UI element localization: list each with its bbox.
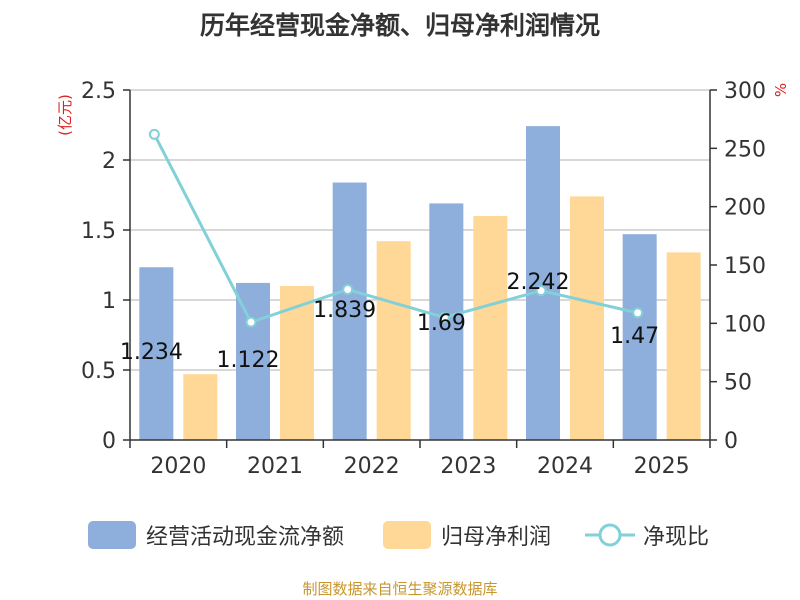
ratio-point-2023[interactable] xyxy=(438,312,450,323)
ratio-line-path xyxy=(152,133,639,325)
ratio-point-2024[interactable] xyxy=(535,285,547,297)
ratio-point-2025[interactable] xyxy=(632,307,644,319)
legend-item-profit[interactable]: 归母净利润 xyxy=(383,518,551,552)
gridlines xyxy=(130,89,710,371)
data-label-2022: 1.839 xyxy=(313,298,376,323)
legend-item-cashflow[interactable]: 经营活动现金流净额 xyxy=(88,518,344,552)
bar-profit-2024[interactable] xyxy=(570,196,604,440)
bar-profit-2025[interactable] xyxy=(666,252,701,440)
y-left-tick-label: 2.5 xyxy=(81,79,116,104)
y-left-tick-label: 1.5 xyxy=(81,219,116,244)
y-right-axis-label: % xyxy=(772,83,790,97)
ratio-point-2022[interactable] xyxy=(342,284,354,295)
y-left-axis-label: (亿元) xyxy=(56,94,74,136)
data-label-2023: 1.69 xyxy=(417,311,466,336)
legend-label-cashflow: 经营活动现金流净额 xyxy=(146,525,345,550)
bar-cashflow-2024[interactable] xyxy=(526,126,560,441)
bar-profit-2023[interactable] xyxy=(473,216,508,440)
data-labels: 1.234 1.122 1.839 1.69 2.242 1.47 xyxy=(120,270,659,373)
y-left-tick-label: 0 xyxy=(102,429,116,454)
y-right-tick-label: 300 xyxy=(724,79,766,104)
y-right-tick-label: 0 xyxy=(724,429,738,454)
chart-title: 历年经营现金净额、归母净利润情况 xyxy=(199,11,600,40)
bar-cashflow-2021[interactable] xyxy=(236,282,270,440)
ratio-point-2021[interactable] xyxy=(245,316,257,328)
data-label-2024: 2.242 xyxy=(507,270,570,295)
legend-swatch-ratio xyxy=(585,523,635,547)
y-right-tick-label: 250 xyxy=(724,137,766,162)
ratio-point-2020[interactable] xyxy=(148,128,160,140)
y-right-tick-label: 50 xyxy=(724,371,752,396)
bar-cashflow-2025[interactable] xyxy=(622,234,657,440)
y-right-tick-label: 200 xyxy=(724,196,766,221)
bar-profit-2022[interactable] xyxy=(376,241,411,440)
y-right-tick-label: 150 xyxy=(724,254,766,279)
legend-item-ratio[interactable]: 净现比 xyxy=(583,518,709,552)
ratio-line xyxy=(148,128,644,328)
x-tick-label: 2021 xyxy=(247,454,303,479)
bar-profit-2020[interactable] xyxy=(183,374,218,440)
x-tick-label: 2024 xyxy=(537,454,593,479)
legend-swatch-cashflow xyxy=(88,521,136,549)
data-label-2020: 1.234 xyxy=(120,340,183,365)
legend-swatch-profit xyxy=(383,521,431,549)
axes: 0 0.5 1 1.5 2 2.5 0 50 100 150 200 250 300 2020 2021 20… xyxy=(56,79,790,479)
data-source-note: 制图数据来自恒生聚源数据库 xyxy=(302,580,498,598)
bars xyxy=(139,126,701,441)
x-tick-label: 2020 xyxy=(150,454,206,479)
data-label-2021: 1.122 xyxy=(217,348,280,373)
y-left-tick-label: 2 xyxy=(102,149,116,174)
bar-cashflow-2022[interactable] xyxy=(332,182,367,441)
y-right-tick-label: 100 xyxy=(724,312,766,337)
data-label-2025: 1.47 xyxy=(610,324,659,349)
y-left-tick-label: 0.5 xyxy=(81,359,116,384)
legend-label-profit: 归母净利润 xyxy=(441,525,552,550)
x-tick-label: 2023 xyxy=(440,454,496,479)
y-left-tick-label: 1 xyxy=(102,289,116,314)
x-tick-label: 2025 xyxy=(634,454,690,479)
bar-cashflow-2020[interactable] xyxy=(139,267,174,440)
x-tick-label: 2022 xyxy=(344,454,400,479)
legend-label-ratio: 净现比 xyxy=(643,525,710,550)
